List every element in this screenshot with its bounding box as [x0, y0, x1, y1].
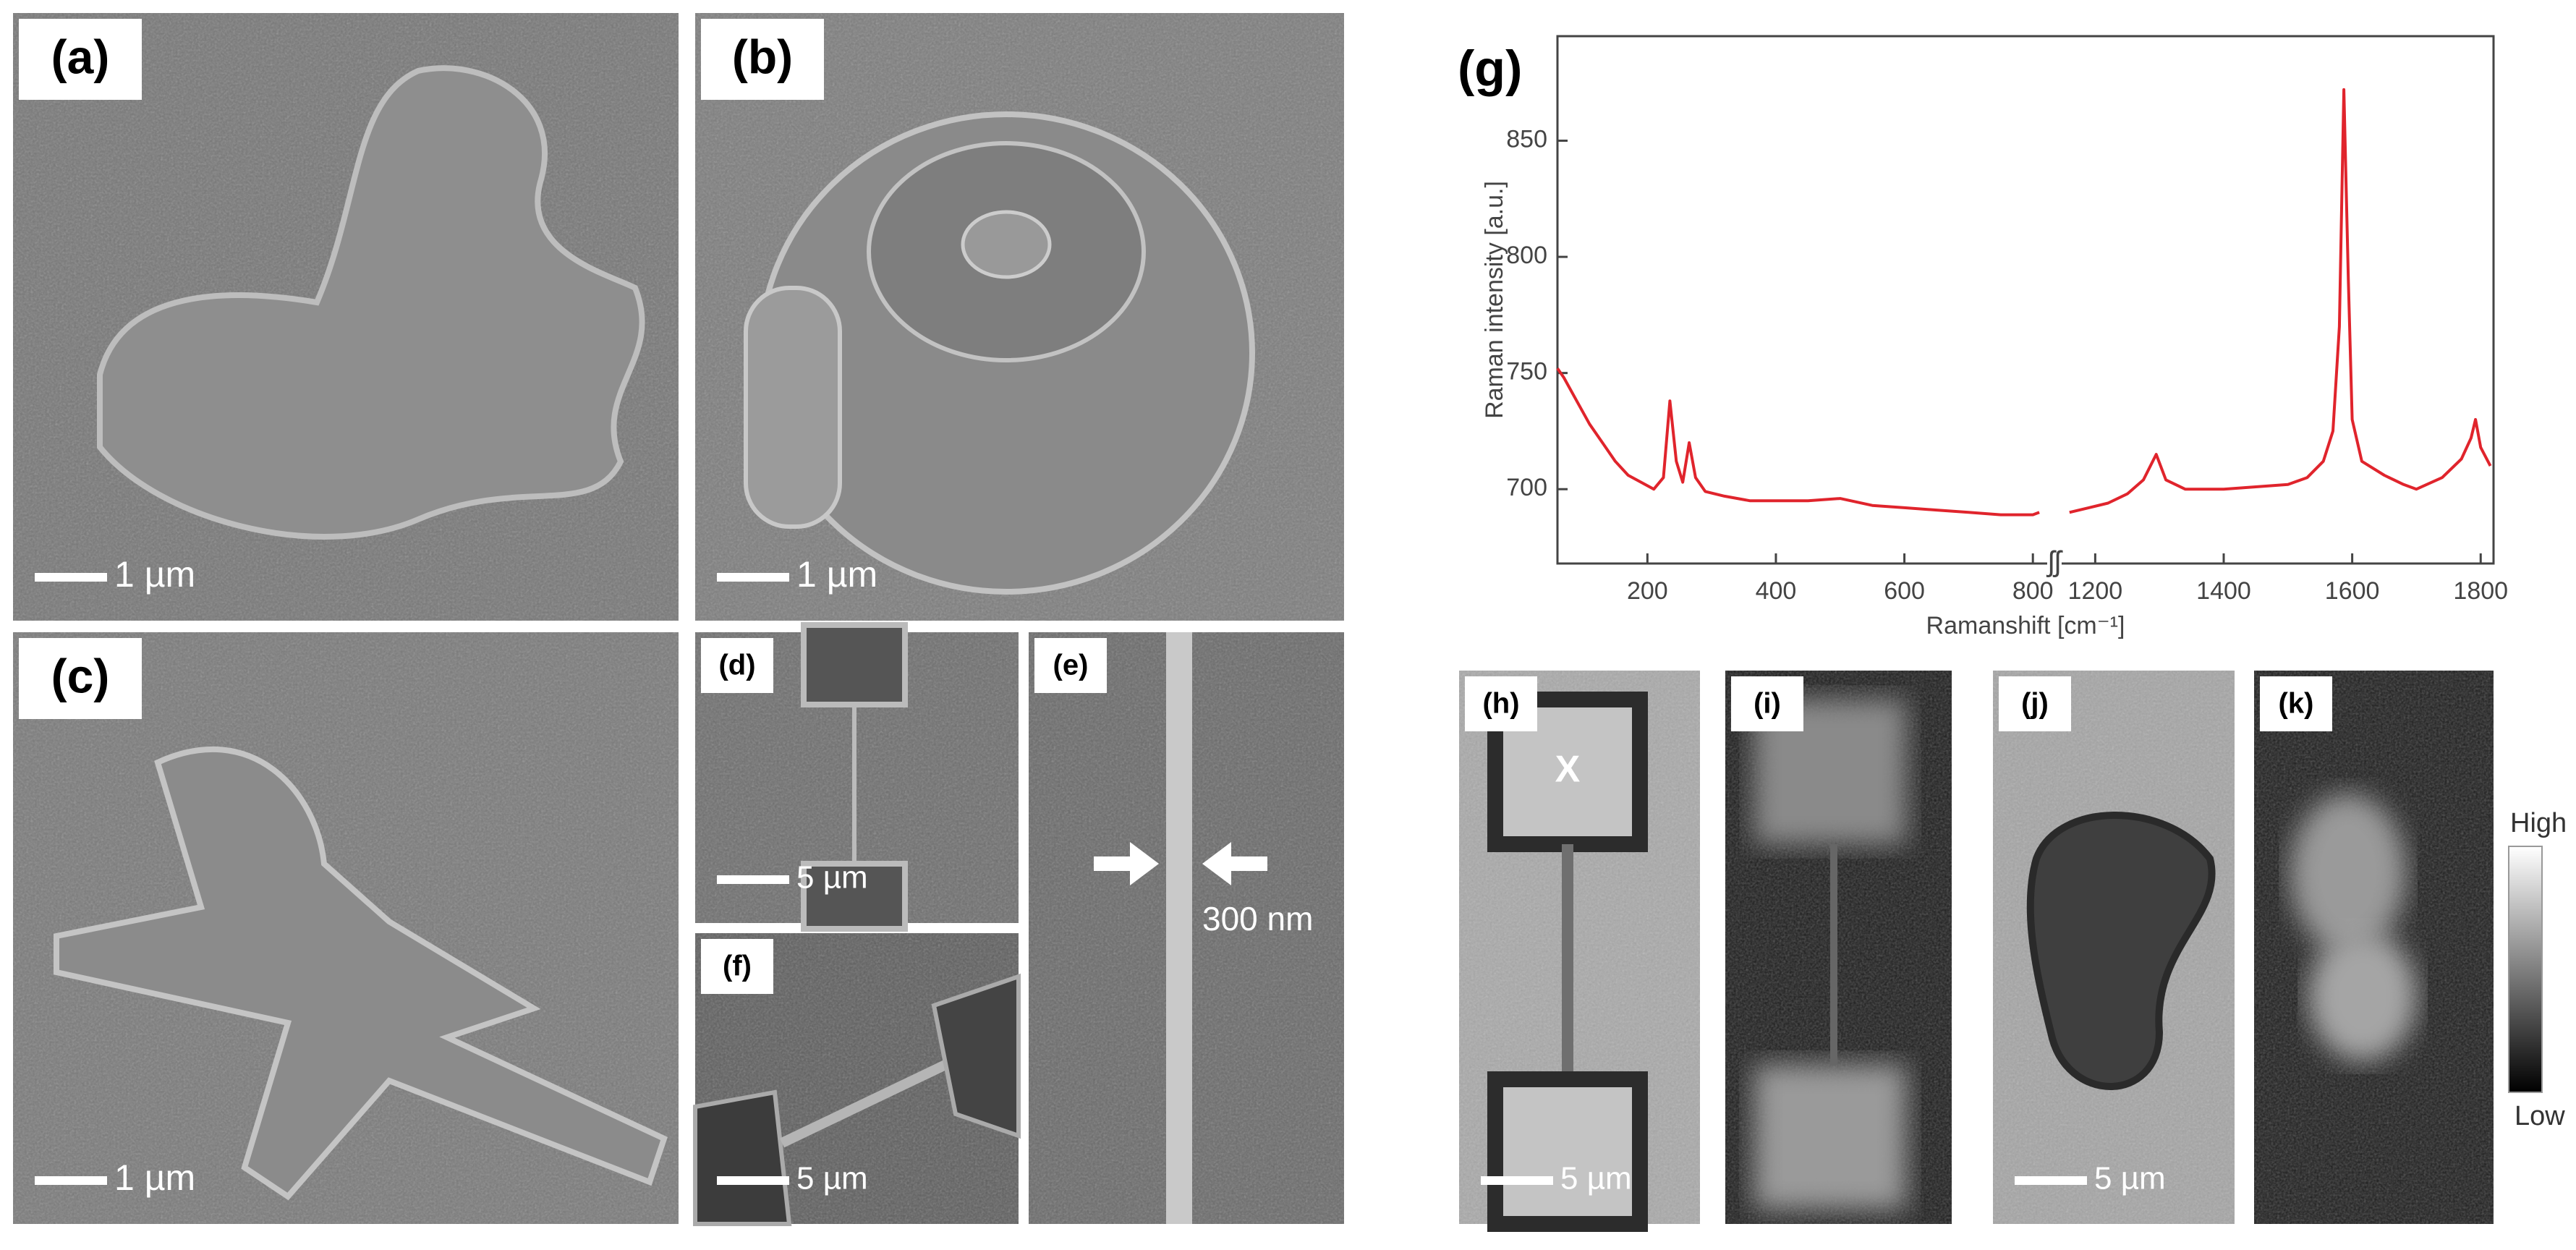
x-tick-label: 1600 [2325, 577, 2380, 605]
label-box [1999, 676, 2071, 731]
marker: X [1555, 749, 1581, 791]
raman-map [1754, 1065, 1906, 1209]
scale-bar-label: 1 µm [796, 554, 877, 595]
label-box [701, 939, 773, 994]
sem-object [54, 746, 668, 1201]
sem-object [961, 210, 1052, 279]
panel-label: (a) [51, 30, 110, 83]
x-tick-label: 1400 [2196, 577, 2251, 605]
sem-wire [779, 1058, 951, 1148]
arrow [1094, 842, 1159, 885]
x-tick-label: 800 [2012, 577, 2054, 605]
chart-label: (g) [1458, 40, 1522, 96]
optical-object [2026, 812, 2216, 1090]
sem-object [931, 973, 1021, 1139]
scale-bar [717, 1176, 789, 1185]
axis-break: ʃʃ [2046, 546, 2063, 578]
panel-label: (i) [1754, 688, 1781, 720]
panel-label: (b) [732, 30, 793, 83]
x-axis-title: Ramanshift [cm⁻¹] [1926, 612, 2125, 639]
y-tick-label: 800 [1506, 242, 1547, 269]
label-box [19, 19, 142, 100]
scale-bar [717, 573, 789, 582]
x-tick-label: 400 [1756, 577, 1797, 605]
scale-bar-label: 1 µm [114, 1157, 195, 1198]
panel-label: (d) [718, 650, 755, 681]
sem-object [97, 65, 645, 540]
scale-bar [1481, 1176, 1553, 1185]
y-tick-label: 700 [1506, 474, 1547, 501]
scale-bar-label: 5 µm [1560, 1161, 1632, 1196]
annotation: 300 nm [1202, 900, 1313, 938]
scale-bar [35, 573, 107, 582]
panel-label: (k) [2279, 688, 2314, 720]
label-box [1034, 638, 1107, 693]
sem-object [801, 622, 908, 707]
label-box [701, 638, 773, 693]
panel-label: (h) [1482, 688, 1519, 720]
scale-bar-label: 5 µm [2094, 1161, 2166, 1196]
label-box [19, 638, 142, 719]
optical-object [1487, 1071, 1648, 1232]
y-axis-title: Raman intensity [a.u.] [1481, 181, 1508, 419]
x-tick-label: 1200 [2068, 577, 2123, 605]
y-tick-label: 750 [1506, 358, 1547, 386]
spectrum-line [1556, 88, 2492, 516]
scale-bar-label: 5 µm [796, 1161, 868, 1196]
colorbar-low: Low [2515, 1101, 2565, 1131]
panel-label: (e) [1053, 650, 1089, 681]
label-box [2260, 676, 2332, 731]
panel-label: (f) [723, 951, 752, 982]
raman-map [2308, 931, 2417, 1061]
sem-object [744, 286, 842, 529]
scale-bar-label: 1 µm [114, 554, 195, 595]
colorbar-high: High [2510, 808, 2567, 838]
scale-bar [717, 875, 789, 884]
scale-bar [2015, 1176, 2087, 1185]
x-tick-label: 600 [1884, 577, 1925, 605]
x-tick-label: 200 [1627, 577, 1668, 605]
sem-object [693, 1089, 792, 1226]
plot-frame [1556, 35, 2495, 565]
x-tick-label: 1800 [2453, 577, 2508, 605]
sem-object [801, 861, 908, 932]
label-box [1731, 676, 1803, 731]
label-box [1465, 676, 1537, 731]
panel-label: (j) [2021, 688, 2049, 720]
scale-bar-label: 5 µm [796, 860, 868, 896]
raman-map [2290, 794, 2406, 953]
arrow [1202, 842, 1267, 885]
sem-wire [1166, 632, 1192, 1224]
label-box [701, 19, 824, 100]
y-tick-label: 850 [1506, 125, 1547, 153]
axis-break-gap [2046, 561, 2062, 566]
colorbar [2508, 846, 2543, 1093]
panel-label: (c) [51, 649, 110, 702]
scale-bar [35, 1176, 107, 1185]
